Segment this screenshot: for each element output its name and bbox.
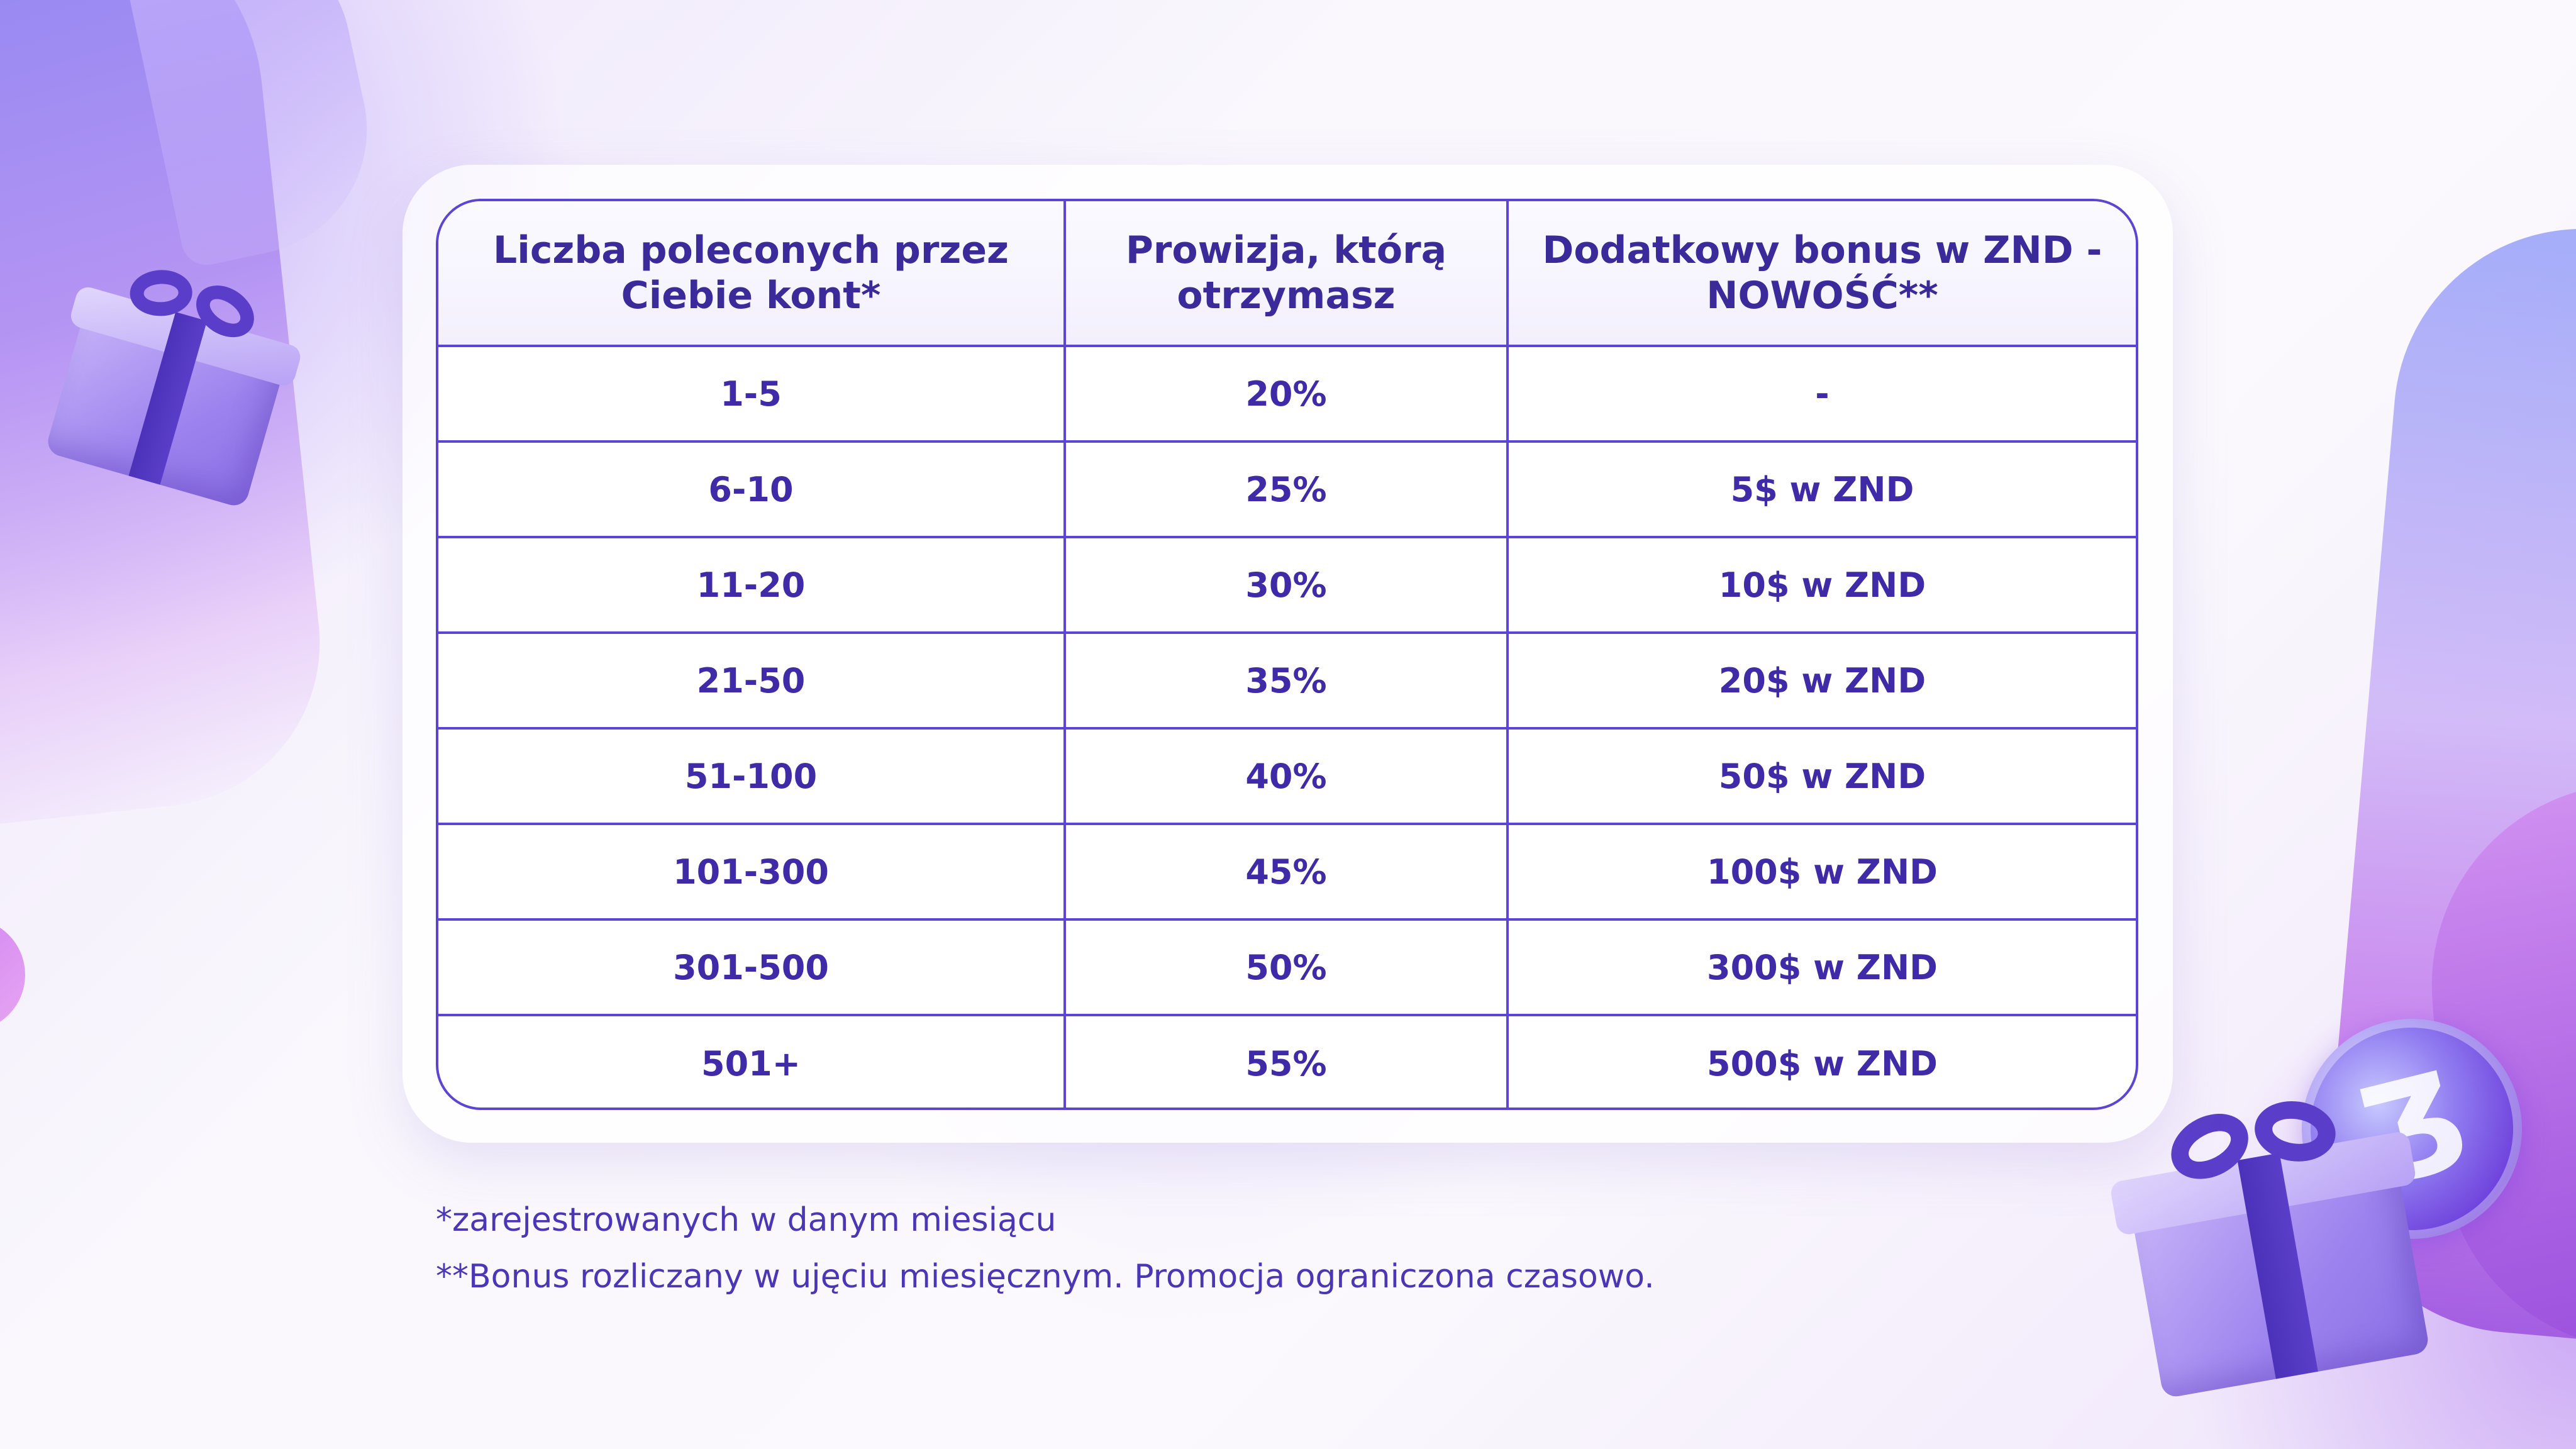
cell-commission: 35%	[1065, 633, 1509, 730]
cell-referred-accounts: 11-20	[438, 537, 1066, 634]
cell-bonus: -	[1507, 346, 2136, 443]
table-row: 6-10 25% 5$ w ZND	[438, 441, 2136, 538]
header-commission: Prowizja, którą otrzymasz	[1065, 201, 1509, 347]
background-blob	[0, 918, 25, 1031]
table-row: 101-300 45% 100$ w ZND	[438, 824, 2136, 921]
cell-commission: 50%	[1065, 919, 1509, 1016]
table-header-row: Liczba poleconych przez Ciebie kont* Pro…	[438, 201, 2136, 347]
cell-commission: 30%	[1065, 537, 1509, 634]
gift-bow	[129, 269, 194, 317]
table-row: 11-20 30% 10$ w ZND	[438, 537, 2136, 634]
cell-bonus: 20$ w ZND	[1507, 633, 2136, 730]
cell-bonus: 5$ w ZND	[1507, 441, 2136, 538]
cell-bonus: 100$ w ZND	[1507, 824, 2136, 921]
commission-table-grid: Liczba poleconych przez Ciebie kont* Pro…	[438, 201, 2136, 1108]
footnote-bonus: **Bonus rozliczany w ujęciu miesięcznym.…	[436, 1258, 1655, 1296]
commission-table: Liczba poleconych przez Ciebie kont* Pro…	[436, 199, 2138, 1110]
header-referred-accounts: Liczba poleconych przez Ciebie kont*	[438, 201, 1066, 347]
header-bonus: Dodatkowy bonus w ZND - NOWOŚĆ**	[1507, 201, 2136, 347]
cell-commission: 25%	[1065, 441, 1509, 538]
table-row: 501+ 55% 500$ w ZND	[438, 1015, 2136, 1108]
gift-icon	[2109, 1085, 2431, 1399]
footnote-registered: *zarejestrowanych w danym miesiącu	[436, 1201, 1057, 1239]
footnotes: *zarejestrowanych w danym miesiącu **Bon…	[436, 1192, 1655, 1305]
cell-referred-accounts: 1-5	[438, 346, 1066, 443]
cell-commission: 40%	[1065, 728, 1509, 825]
cell-referred-accounts: 501+	[438, 1015, 1066, 1108]
cell-commission: 45%	[1065, 824, 1509, 921]
cell-commission: 20%	[1065, 346, 1509, 443]
table-row: 301-500 50% 300$ w ZND	[438, 919, 2136, 1016]
cell-bonus: 500$ w ZND	[1707, 1043, 1938, 1084]
cell-bonus: 50$ w ZND	[1507, 728, 2136, 825]
cell-bonus: 10$ w ZND	[1507, 537, 2136, 634]
cell-bonus: 300$ w ZND	[1507, 919, 2136, 1016]
cell-commission: 55%	[1065, 1015, 1509, 1108]
cell-referred-accounts: 6-10	[438, 441, 1066, 538]
table-row: 21-50 35% 20$ w ZND	[438, 633, 2136, 730]
cell-referred-accounts: 301-500	[438, 919, 1066, 1016]
cell-referred-accounts: 101-300	[438, 824, 1066, 921]
table-row: 51-100 40% 50$ w ZND	[438, 728, 2136, 825]
table-row: 1-5 20% -	[438, 346, 2136, 443]
cell-referred-accounts: 51-100	[438, 728, 1066, 825]
cell-referred-accounts: 21-50	[438, 633, 1066, 730]
